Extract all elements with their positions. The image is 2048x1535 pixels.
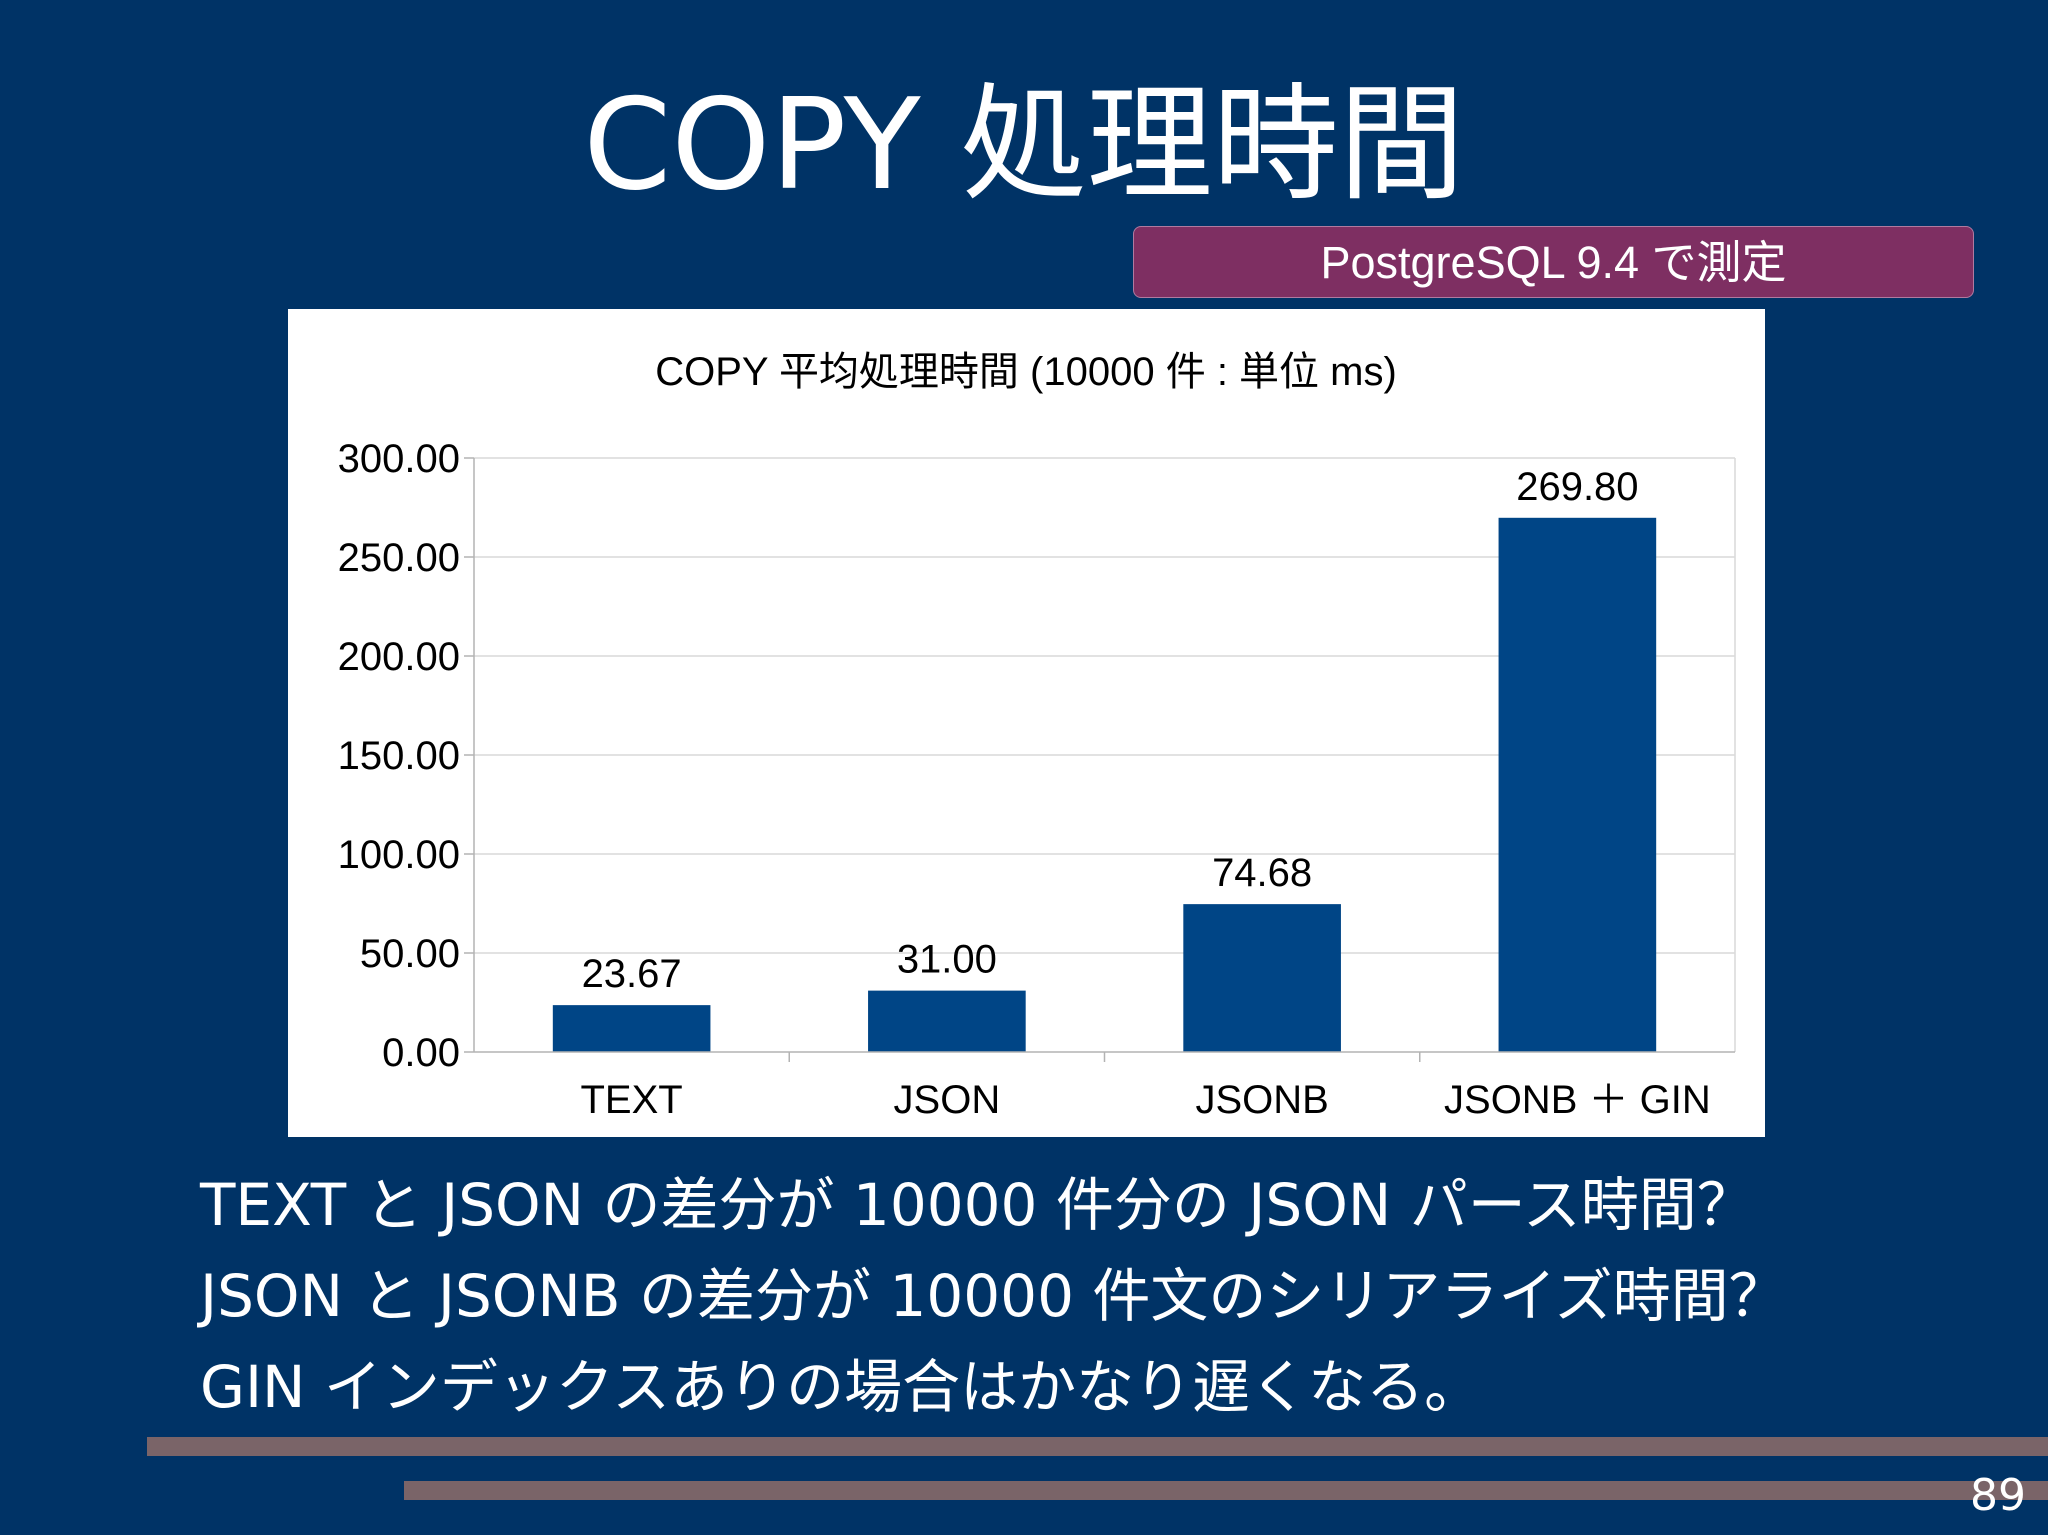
- x-tick-label: TEXT: [581, 1078, 683, 1122]
- bullet-list: TEXT と JSON の差分が 10000 件分の JSON パース時間？ J…: [200, 1160, 2000, 1433]
- y-tick-label: 150.00: [338, 734, 460, 778]
- bar: [1183, 904, 1341, 1052]
- measurement-badge: PostgreSQL 9.4 で測定: [1133, 226, 1974, 298]
- bars: [552, 517, 1657, 1052]
- slide-title: COPY 処理時間: [583, 71, 1465, 218]
- y-tick-label: 200.00: [338, 635, 460, 679]
- y-tick-label: 100.00: [338, 833, 460, 877]
- x-tick-label: JSONB: [1195, 1078, 1328, 1122]
- bar: [1498, 517, 1657, 1052]
- axes: [464, 457, 1735, 1062]
- data-label: 23.67: [582, 952, 682, 996]
- labels: 0.00 50.00 100.00 150.00 200.00 250.00 300.00 2…: [338, 437, 1711, 1122]
- decorative-stripe: [404, 1481, 2048, 1500]
- y-tick-label: 0.00: [382, 1031, 460, 1075]
- data-label: 74.68: [1212, 851, 1312, 895]
- chart-title: COPY 平均処理時間 (10000 件 : 単位 ms): [655, 350, 1397, 394]
- y-tick-label: 300.00: [338, 437, 460, 481]
- x-tick-label: JSON: [894, 1078, 1001, 1122]
- y-tick-label: 50.00: [360, 932, 460, 976]
- bullet-item: JSON と JSONB の差分が 10000 件文のシリアライズ時間？: [200, 1262, 1787, 1330]
- data-label: 31.00: [897, 938, 997, 982]
- x-tick-label: JSONB ＋ GIN: [1444, 1078, 1711, 1122]
- bullet-item: TEXT と JSON の差分が 10000 件分の JSON パース時間？: [200, 1171, 1755, 1239]
- bar: [868, 990, 1026, 1052]
- bar: [552, 1005, 711, 1052]
- y-tick-label: 250.00: [338, 536, 460, 580]
- page-number: 89: [1970, 1470, 2026, 1521]
- chart-panel: COPY 平均処理時間 (10000 件 : 単位 ms) 0.00 50.00 1…: [288, 309, 1765, 1137]
- bar-chart: COPY 平均処理時間 (10000 件 : 単位 ms) 0.00 50.00 1…: [338, 350, 1736, 1122]
- data-label: 269.80: [1516, 465, 1638, 509]
- bullet-item: GIN インデックスありの場合はかなり遅くなる。: [200, 1353, 1483, 1421]
- decorative-stripe: [147, 1437, 2048, 1456]
